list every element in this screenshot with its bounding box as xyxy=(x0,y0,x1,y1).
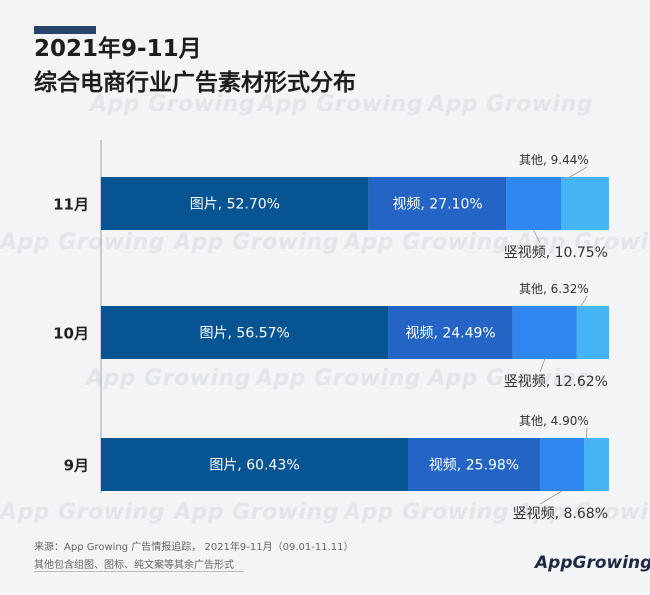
data-label: 图片, 56.57% xyxy=(200,326,290,342)
bar-segment-0 xyxy=(101,306,389,359)
category-label: 10月 xyxy=(53,325,89,343)
bar-segment-0 xyxy=(101,438,408,491)
data-label: 其他, 9.44% xyxy=(519,153,589,167)
leader-line xyxy=(562,166,588,182)
bar-segment-0 xyxy=(101,177,369,230)
bar-segment-3 xyxy=(584,438,609,491)
watermark: App Growing xyxy=(428,92,593,117)
bar-segment-3 xyxy=(576,306,609,359)
watermark: App Growing xyxy=(174,230,339,255)
watermark: App Growing xyxy=(516,230,650,255)
bar-segment-2 xyxy=(512,306,577,359)
watermark: App Growing xyxy=(516,500,650,525)
other-definition-note: 其他包含组图、图标、纯文案等其余广告形式 xyxy=(34,560,234,571)
bar-segment-1 xyxy=(368,177,507,230)
brand-logo: AppGrowing xyxy=(535,553,650,573)
source-note: 来源：App Growing 广告情报追踪， 2021年9-11月（09.01-… xyxy=(34,542,354,553)
data-label: 竖视频, 10.75% xyxy=(504,245,608,261)
bar-segment-2 xyxy=(539,438,585,491)
data-label: 视频, 24.49% xyxy=(405,326,495,342)
bar-segment-1 xyxy=(407,438,540,491)
watermark: App Growing xyxy=(86,366,251,391)
chart-title-line1: 2021年9-11月 xyxy=(34,36,202,62)
bar-segment-2 xyxy=(506,177,561,230)
title-accent-bar xyxy=(34,26,96,34)
data-label: 视频, 25.98% xyxy=(429,458,519,474)
category-label: 9月 xyxy=(64,457,89,475)
watermark: App Growing xyxy=(0,500,165,525)
chart-title-line2: 综合电商行业广告素材形式分布 xyxy=(34,70,356,96)
data-label: 其他, 6.32% xyxy=(519,282,589,296)
watermark: App Growing xyxy=(0,230,165,255)
data-label: 其他, 4.90% xyxy=(519,414,589,428)
data-label: 图片, 60.43% xyxy=(209,458,299,474)
data-label: 竖视频, 8.68% xyxy=(513,506,608,522)
leader-line xyxy=(539,358,546,373)
leader-line xyxy=(578,295,588,311)
watermark: App Growing xyxy=(428,366,593,391)
bar-segment-1 xyxy=(388,306,513,359)
watermark: App Growing xyxy=(258,92,423,117)
leader-line xyxy=(539,490,563,505)
watermark: App Growing xyxy=(174,500,339,525)
data-label: 图片, 52.70% xyxy=(190,197,280,213)
brand-logo-text: AppGrowing xyxy=(535,553,650,573)
watermark: App Growing xyxy=(344,500,509,525)
leader-line xyxy=(533,229,541,244)
category-label: 11月 xyxy=(53,196,89,214)
watermark: App Growing xyxy=(344,230,509,255)
bar-segment-3 xyxy=(560,177,609,230)
footer-divider xyxy=(34,571,244,572)
data-label: 视频, 27.10% xyxy=(392,197,482,213)
leader-line xyxy=(585,427,588,443)
watermark: App Growing xyxy=(90,92,255,117)
watermark: App Growing xyxy=(256,366,421,391)
data-label: 竖视频, 12.62% xyxy=(504,374,608,390)
